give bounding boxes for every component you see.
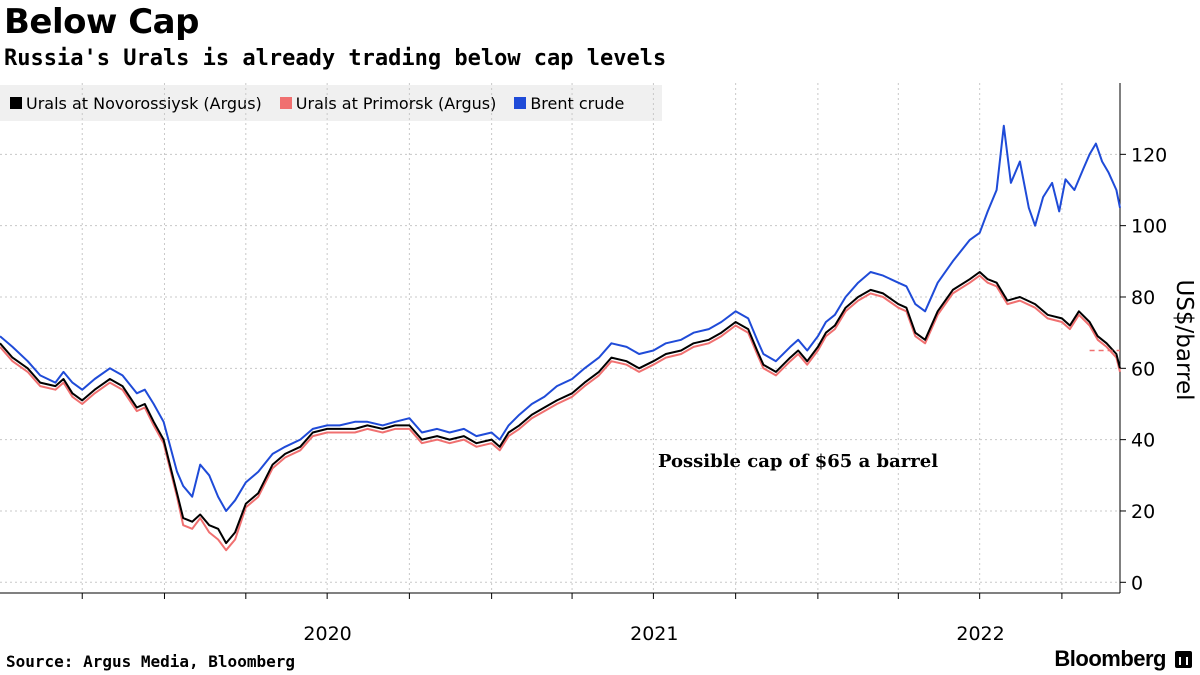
legend: Urals at Novorossiysk (Argus) Urals at P… bbox=[0, 85, 662, 121]
legend-label-urals-novorossiysk: Urals at Novorossiysk (Argus) bbox=[26, 93, 262, 113]
y-tick-label: 20 bbox=[1131, 501, 1155, 523]
legend-item-urals-novorossiysk: Urals at Novorossiysk (Argus) bbox=[10, 94, 262, 113]
urals-primorsk-line bbox=[0, 274, 1121, 552]
urals-novorossiysk-line bbox=[0, 271, 1121, 545]
y-tick-label: 40 bbox=[1131, 430, 1155, 452]
cap-annotation: Possible cap of $65 a barrel bbox=[658, 451, 938, 472]
brent-line bbox=[0, 124, 1121, 512]
legend-label-urals-primorsk: Urals at Primorsk (Argus) bbox=[295, 93, 497, 113]
y-tick-label: 0 bbox=[1131, 572, 1143, 594]
bloomberg-logo: Bloomberg bbox=[1054, 646, 1166, 671]
x-tick-label: 2022 bbox=[956, 623, 1004, 645]
legend-label-brent: Brent crude bbox=[530, 93, 625, 113]
legend-swatch-urals-novorossiysk bbox=[10, 97, 22, 109]
legend-item-brent: Brent crude bbox=[514, 94, 624, 113]
y-tick-label: 60 bbox=[1131, 358, 1155, 380]
legend-swatch-brent bbox=[514, 97, 527, 109]
bloomberg-icon bbox=[1175, 651, 1192, 668]
x-tick-label: 2021 bbox=[630, 623, 678, 645]
source-note: Source: Argus Media, Bloomberg bbox=[6, 652, 295, 671]
legend-swatch-urals-primorsk bbox=[279, 97, 292, 109]
y-tick-label: 100 bbox=[1131, 216, 1167, 238]
legend-item-urals-primorsk: Urals at Primorsk (Argus) bbox=[279, 93, 497, 113]
y-axis-label: US$/barrel bbox=[1171, 279, 1197, 400]
x-tick-label: 2020 bbox=[303, 623, 351, 645]
chart-subtitle: Russia's Urals is already trading below … bbox=[4, 46, 667, 71]
y-tick-label: 80 bbox=[1131, 287, 1155, 309]
chart-title: Below Cap bbox=[4, 2, 199, 42]
y-tick-label: 120 bbox=[1131, 144, 1167, 166]
